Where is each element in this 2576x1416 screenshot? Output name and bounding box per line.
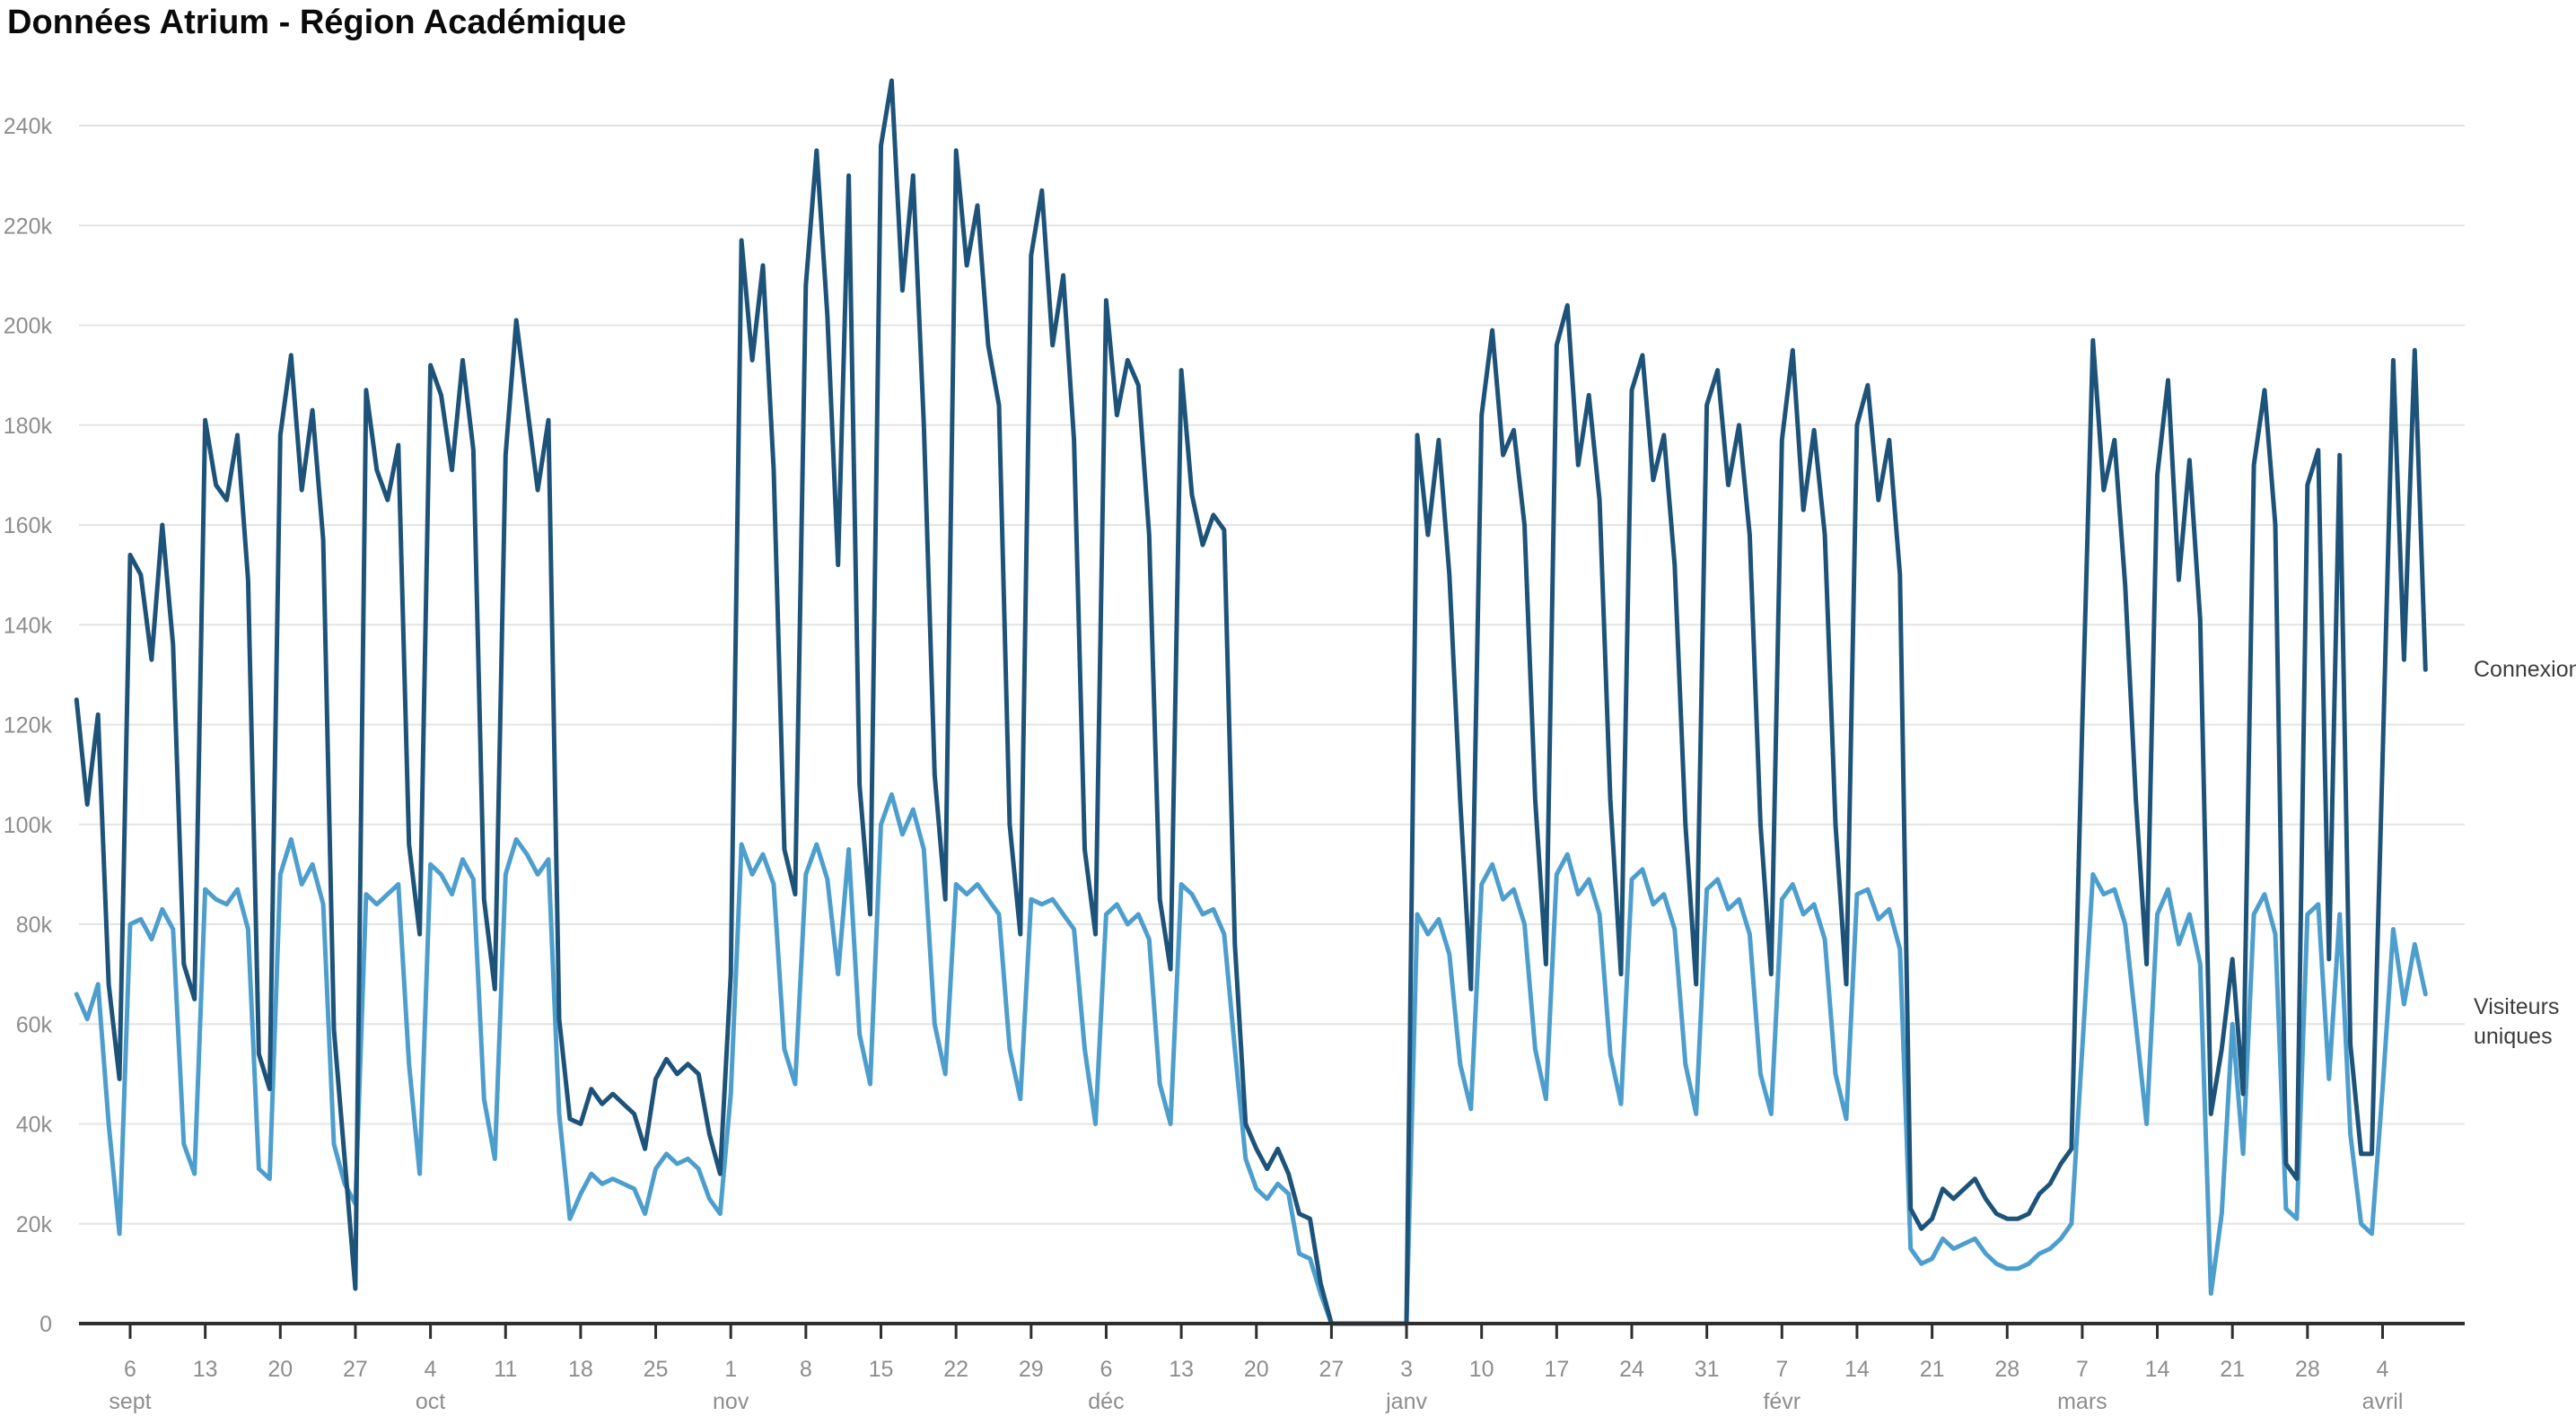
y-axis-tick-label: 20k bbox=[16, 1212, 53, 1237]
y-axis-tick-label: 200k bbox=[4, 314, 53, 339]
x-axis-month-label: févr bbox=[1763, 1389, 1801, 1414]
x-axis-tick-label: 3 bbox=[1400, 1357, 1413, 1382]
x-axis-tick-label: 1 bbox=[724, 1357, 737, 1382]
y-axis-tick-label: 100k bbox=[4, 813, 53, 838]
x-axis-tick-label: 4 bbox=[425, 1357, 437, 1382]
x-axis-tick-label: 7 bbox=[2076, 1357, 2089, 1382]
legend-label-visiteurs-uniques: Visiteurs uniques bbox=[2474, 994, 2560, 1049]
x-axis-month-label: avril bbox=[2362, 1389, 2404, 1414]
series-line-connexions bbox=[74, 78, 2428, 1326]
x-axis-tick-label: 14 bbox=[2145, 1357, 2170, 1382]
x-axis-month-label: nov bbox=[713, 1389, 749, 1414]
x-axis-tick-label: 28 bbox=[2295, 1357, 2320, 1382]
x-axis-tick-label: 31 bbox=[1695, 1357, 1720, 1382]
x-axis-tick-label: 6 bbox=[124, 1357, 136, 1382]
x-axis-tick-label: 28 bbox=[1994, 1357, 2020, 1382]
x-axis-tick-label: 15 bbox=[869, 1357, 894, 1382]
x-axis-tick-label: 20 bbox=[1244, 1357, 1269, 1382]
y-axis-tick-label: 80k bbox=[16, 913, 53, 938]
y-axis-tick-label: 160k bbox=[4, 513, 53, 538]
y-axis-tick-label: 40k bbox=[16, 1113, 53, 1138]
x-axis-tick-label: 13 bbox=[193, 1357, 218, 1382]
x-axis-tick-label: 18 bbox=[568, 1357, 593, 1382]
x-axis-month-label: janv bbox=[1385, 1389, 1427, 1414]
y-axis-tick-label: 220k bbox=[4, 214, 53, 239]
x-axis-month-label: sept bbox=[109, 1389, 151, 1414]
y-axis-tick-label: 240k bbox=[4, 114, 53, 139]
x-axis-tick-label: 4 bbox=[2377, 1357, 2389, 1382]
x-axis-tick-label: 8 bbox=[800, 1357, 812, 1382]
x-axis-month-label: déc bbox=[1088, 1389, 1124, 1414]
y-axis-tick-label: 180k bbox=[4, 414, 53, 439]
x-axis-tick-label: 27 bbox=[343, 1357, 368, 1382]
y-axis-tick-label: 0 bbox=[39, 1312, 52, 1337]
x-axis-month-label: mars bbox=[2057, 1389, 2107, 1414]
chart-title: Données Atrium - Région Académique bbox=[7, 4, 626, 41]
x-axis-tick-label: 14 bbox=[1844, 1357, 1870, 1382]
x-axis-tick-label: 6 bbox=[1100, 1357, 1112, 1382]
x-axis-tick-label: 29 bbox=[1019, 1357, 1044, 1382]
x-axis-tick-label: 21 bbox=[1920, 1357, 1945, 1382]
y-axis-tick-label: 140k bbox=[4, 613, 53, 638]
x-axis-tick-label: 25 bbox=[644, 1357, 669, 1382]
x-axis-tick-label: 10 bbox=[1469, 1357, 1494, 1382]
y-axis-tick-label: 120k bbox=[4, 713, 53, 739]
x-axis-tick-label: 13 bbox=[1169, 1357, 1194, 1382]
x-axis-tick-label: 27 bbox=[1319, 1357, 1344, 1382]
x-axis-tick-label: 20 bbox=[267, 1357, 293, 1382]
series-line-visiteurs-uniques bbox=[74, 791, 2428, 1326]
x-axis-tick-label: 24 bbox=[1619, 1357, 1644, 1382]
y-axis-tick-label: 60k bbox=[16, 1012, 53, 1037]
x-axis-month-label: oct bbox=[416, 1389, 445, 1414]
x-axis-tick-label: 22 bbox=[943, 1357, 968, 1382]
legend-label-connexions: Connexions bbox=[2474, 657, 2576, 682]
x-axis-tick-label: 17 bbox=[1544, 1357, 1569, 1382]
x-axis-tick-label: 21 bbox=[2220, 1357, 2245, 1382]
x-axis-tick-label: 7 bbox=[1775, 1357, 1788, 1382]
x-axis-tick-label: 11 bbox=[494, 1357, 517, 1382]
